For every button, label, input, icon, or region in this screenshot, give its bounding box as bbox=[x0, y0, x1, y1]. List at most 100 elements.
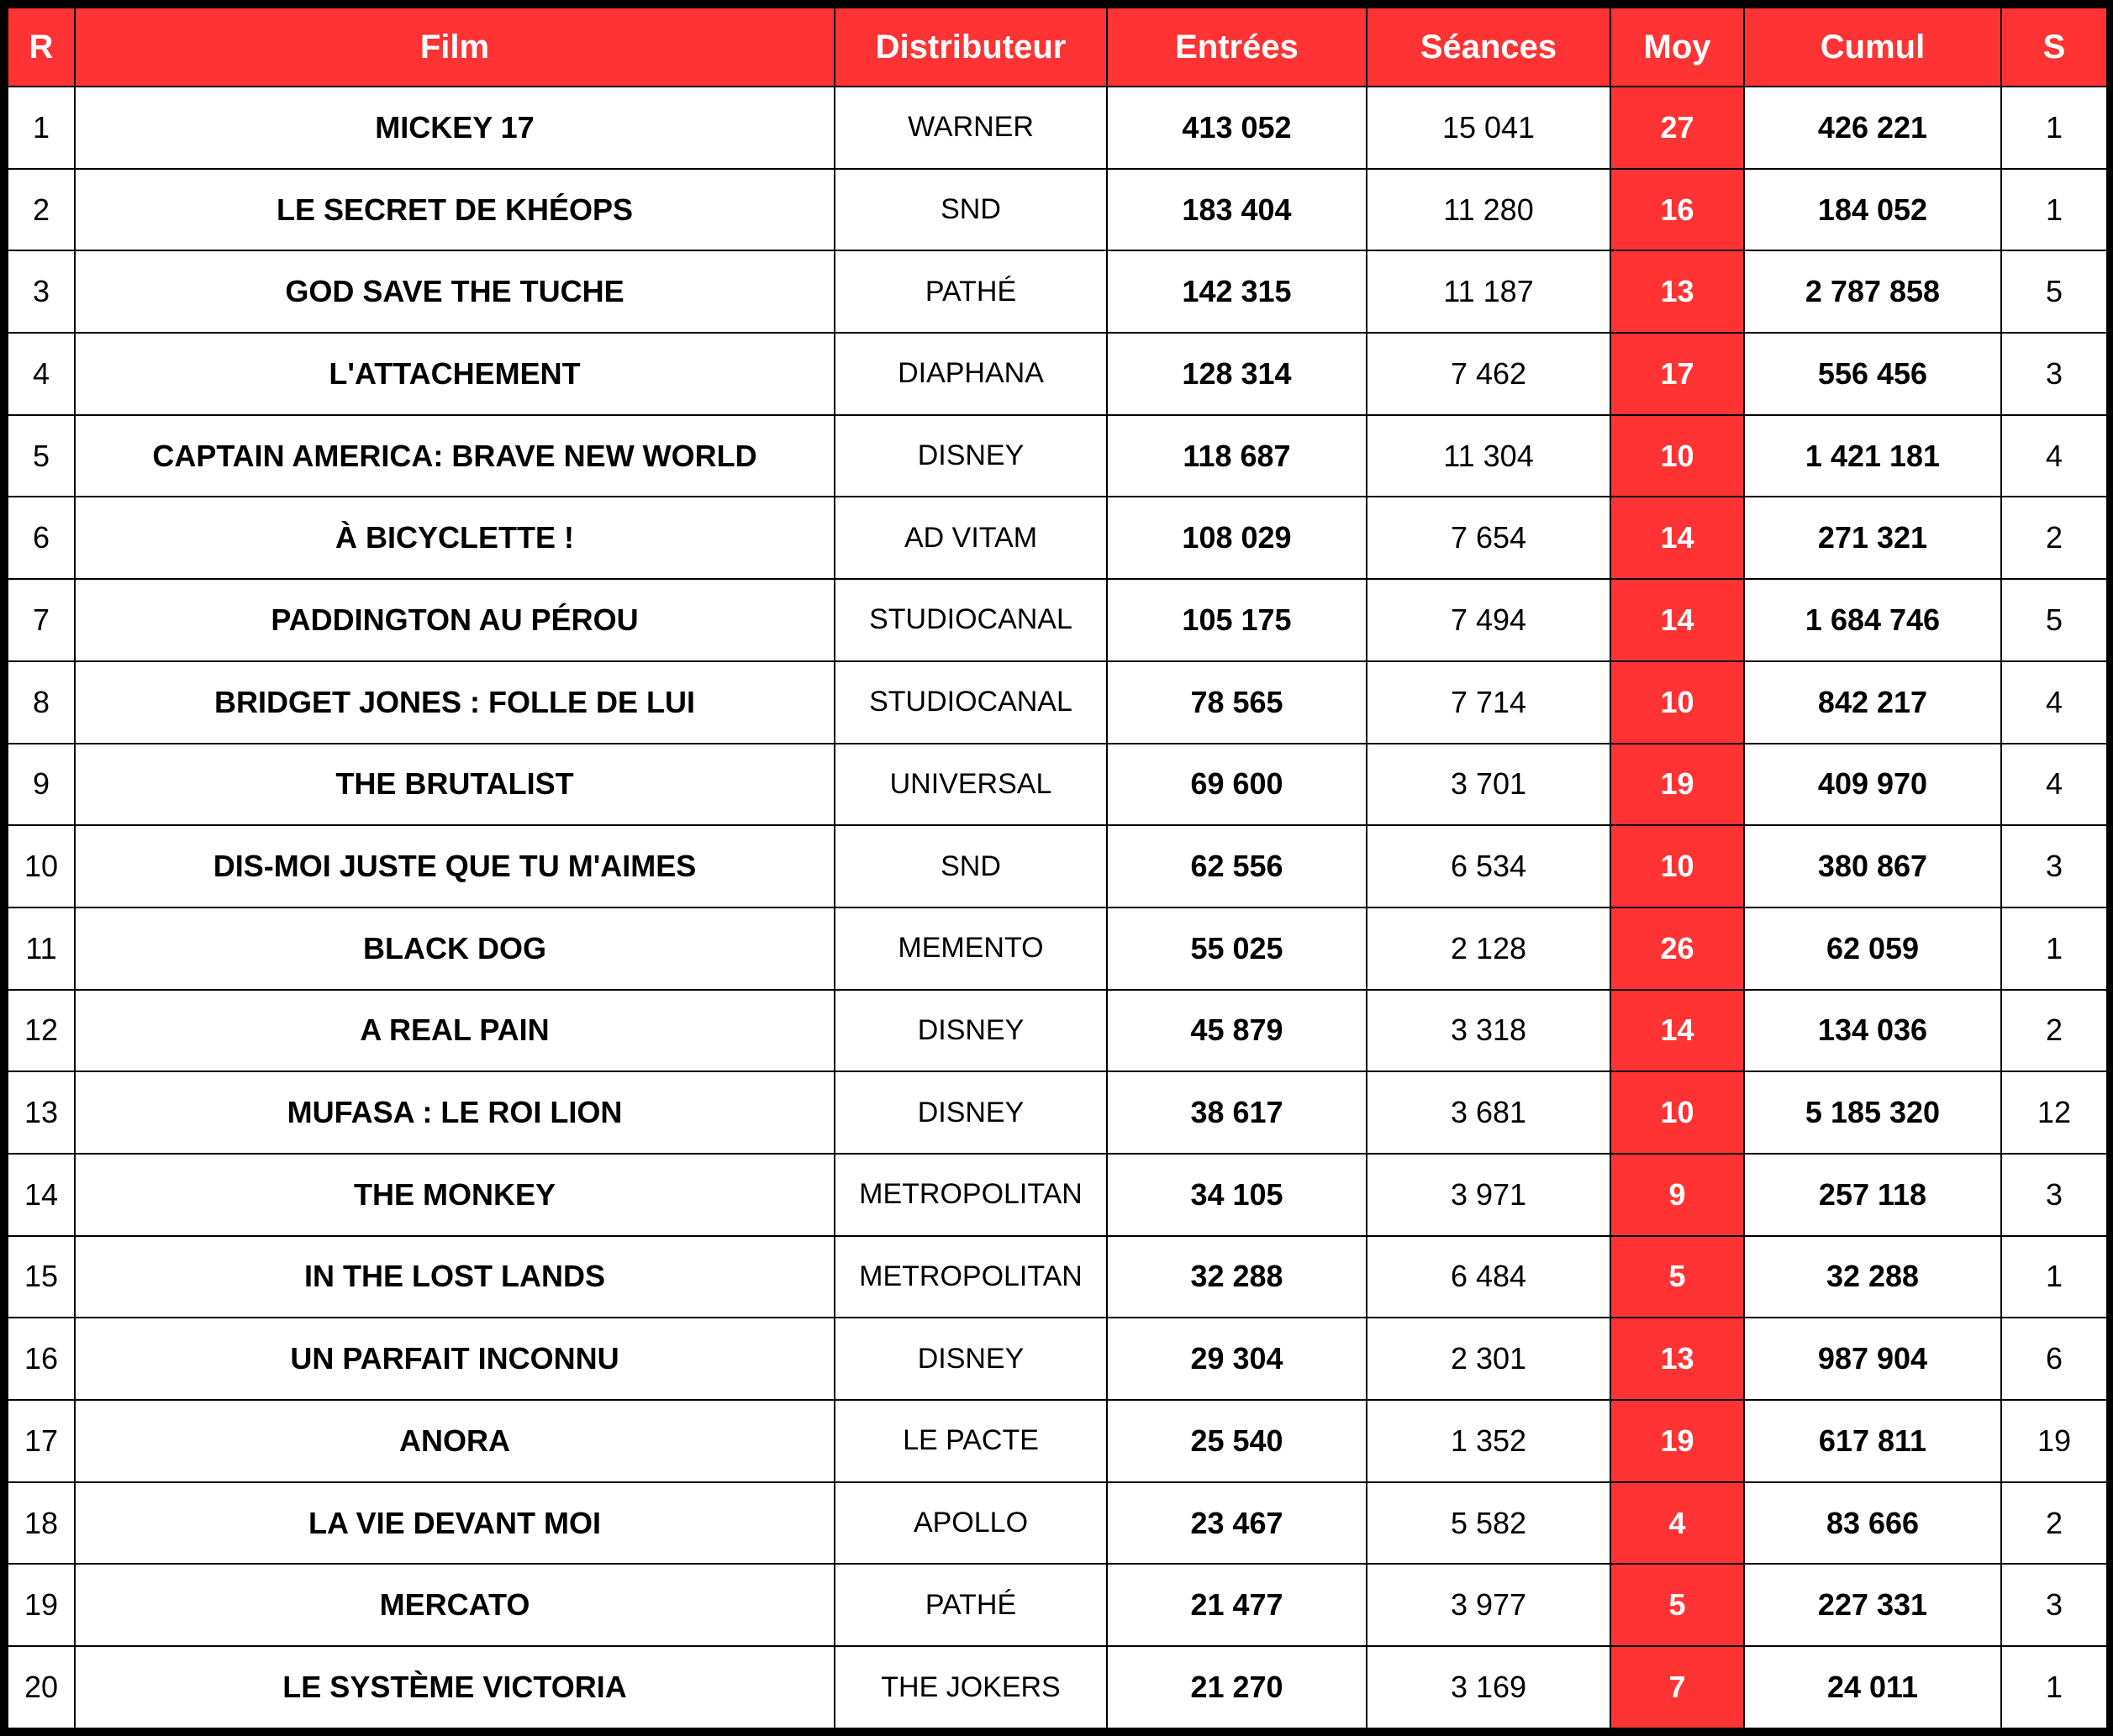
table-row: 7 PADDINGTON AU PÉROU STUDIOCANAL 105 175 7 … bbox=[7, 578, 2108, 662]
admissions-cell: 21 270 bbox=[1106, 1645, 1367, 1729]
screenings-cell: 1 352 bbox=[1366, 1399, 1611, 1483]
week-cell: 3 bbox=[2000, 1152, 2108, 1237]
screenings-cell: 7 462 bbox=[1366, 332, 1611, 416]
header-cell: Distributeur bbox=[834, 7, 1108, 87]
rank-cell: 4 bbox=[7, 332, 76, 416]
screenings-cell: 11 187 bbox=[1366, 250, 1611, 334]
average-cell: 16 bbox=[1610, 167, 1745, 252]
screenings-cell: 11 280 bbox=[1366, 167, 1611, 252]
rank-cell: 18 bbox=[7, 1481, 76, 1565]
film-cell: LE SYSTÈME VICTORIA bbox=[74, 1645, 835, 1729]
average-cell: 19 bbox=[1610, 742, 1745, 827]
table-row: 12 A REAL PAIN DISNEY 45 879 3 318 14 134 036 2 bbox=[7, 988, 2108, 1073]
header-cell: Entrées bbox=[1106, 7, 1367, 87]
distributor-cell: SND bbox=[834, 824, 1108, 908]
screenings-cell: 2 301 bbox=[1366, 1317, 1611, 1401]
average-cell: 13 bbox=[1610, 250, 1745, 334]
admissions-cell: 34 105 bbox=[1106, 1152, 1367, 1237]
film-cell: MERCATO bbox=[74, 1563, 835, 1648]
rank-cell: 5 bbox=[7, 413, 76, 498]
distributor-cell: METROPOLITAN bbox=[834, 1152, 1108, 1237]
admissions-cell: 413 052 bbox=[1106, 86, 1367, 170]
table-row: 3 GOD SAVE THE TUCHE PATHÉ 142 315 11 187 13 2… bbox=[7, 250, 2108, 334]
film-cell: LE SECRET DE KHÉOPS bbox=[74, 167, 835, 252]
average-cell: 14 bbox=[1610, 988, 1745, 1073]
week-cell: 5 bbox=[2000, 578, 2108, 662]
distributor-cell: METROPOLITAN bbox=[834, 1234, 1108, 1319]
table-row: 20 LE SYSTÈME VICTORIA THE JOKERS 21 270 3 1… bbox=[7, 1645, 2108, 1729]
week-cell: 3 bbox=[2000, 1563, 2108, 1648]
rank-cell: 19 bbox=[7, 1563, 76, 1648]
film-cell: CAPTAIN AMERICA: BRAVE NEW WORLD bbox=[74, 413, 835, 498]
average-cell: 14 bbox=[1610, 578, 1745, 662]
film-cell: A REAL PAIN bbox=[74, 988, 835, 1073]
cumulative-cell: 62 059 bbox=[1743, 906, 2002, 991]
cumulative-cell: 83 666 bbox=[1743, 1481, 2002, 1565]
distributor-cell: DISNEY bbox=[834, 413, 1108, 498]
admissions-cell: 118 687 bbox=[1106, 413, 1367, 498]
header-cell: Moy bbox=[1610, 7, 1745, 87]
cumulative-cell: 257 118 bbox=[1743, 1152, 2002, 1237]
average-cell: 5 bbox=[1610, 1563, 1745, 1648]
admissions-cell: 45 879 bbox=[1106, 988, 1367, 1073]
box-office-table: R Film Distributeur Entrées Séances Moy Cumul S… bbox=[7, 7, 2108, 1729]
distributor-cell: AD VITAM bbox=[834, 496, 1108, 581]
film-cell: THE BRUTALIST bbox=[74, 742, 835, 827]
distributor-cell: THE JOKERS bbox=[834, 1645, 1108, 1729]
screenings-cell: 3 971 bbox=[1366, 1152, 1611, 1237]
screenings-cell: 3 681 bbox=[1366, 1071, 1611, 1155]
week-cell: 6 bbox=[2000, 1317, 2108, 1401]
admissions-cell: 62 556 bbox=[1106, 824, 1367, 908]
admissions-cell: 183 404 bbox=[1106, 167, 1367, 252]
admissions-cell: 78 565 bbox=[1106, 660, 1367, 744]
rank-cell: 11 bbox=[7, 906, 76, 991]
admissions-cell: 55 025 bbox=[1106, 906, 1367, 991]
cumulative-cell: 5 185 320 bbox=[1743, 1071, 2002, 1155]
rank-cell: 14 bbox=[7, 1152, 76, 1237]
week-cell: 4 bbox=[2000, 742, 2108, 827]
cumulative-cell: 1 684 746 bbox=[1743, 578, 2002, 662]
screenings-cell: 6 534 bbox=[1366, 824, 1611, 908]
film-cell: LA VIE DEVANT MOI bbox=[74, 1481, 835, 1565]
table-row: 15 IN THE LOST LANDS METROPOLITAN 32 288 6 4… bbox=[7, 1234, 2108, 1319]
screenings-cell: 6 484 bbox=[1366, 1234, 1611, 1319]
average-cell: 7 bbox=[1610, 1645, 1745, 1729]
cumulative-cell: 987 904 bbox=[1743, 1317, 2002, 1401]
screenings-cell: 7 654 bbox=[1366, 496, 1611, 581]
admissions-cell: 25 540 bbox=[1106, 1399, 1367, 1483]
average-cell: 26 bbox=[1610, 906, 1745, 991]
cumulative-cell: 184 052 bbox=[1743, 167, 2002, 252]
week-cell: 2 bbox=[2000, 1481, 2108, 1565]
screenings-cell: 7 714 bbox=[1366, 660, 1611, 744]
header-cell: R bbox=[7, 7, 76, 87]
cumulative-cell: 227 331 bbox=[1743, 1563, 2002, 1648]
distributor-cell: STUDIOCANAL bbox=[834, 660, 1108, 744]
week-cell: 3 bbox=[2000, 332, 2108, 416]
average-cell: 10 bbox=[1610, 824, 1745, 908]
table-row: 11 BLACK DOG MEMENTO 55 025 2 128 26 62 059 1 bbox=[7, 906, 2108, 991]
table-row: 4 L'ATTACHEMENT DIAPHANA 128 314 7 462 17 556 … bbox=[7, 332, 2108, 416]
week-cell: 1 bbox=[2000, 167, 2108, 252]
film-cell: THE MONKEY bbox=[74, 1152, 835, 1237]
rank-cell: 20 bbox=[7, 1645, 76, 1729]
header-cell: Film bbox=[74, 7, 835, 87]
screenings-cell: 2 128 bbox=[1366, 906, 1611, 991]
distributor-cell: LE PACTE bbox=[834, 1399, 1108, 1483]
table-row: 18 LA VIE DEVANT MOI APOLLO 23 467 5 582 4 83 … bbox=[7, 1481, 2108, 1565]
week-cell: 2 bbox=[2000, 988, 2108, 1073]
week-cell: 1 bbox=[2000, 1234, 2108, 1319]
distributor-cell: PATHÉ bbox=[834, 1563, 1108, 1648]
average-cell: 14 bbox=[1610, 496, 1745, 581]
rank-cell: 7 bbox=[7, 578, 76, 662]
week-cell: 12 bbox=[2000, 1071, 2108, 1155]
distributor-cell: UNIVERSAL bbox=[834, 742, 1108, 827]
rank-cell: 12 bbox=[7, 988, 76, 1073]
table-row: 5 CAPTAIN AMERICA: BRAVE NEW WORLD DISNEY 1… bbox=[7, 413, 2108, 498]
film-cell: ANORA bbox=[74, 1399, 835, 1483]
admissions-cell: 69 600 bbox=[1106, 742, 1367, 827]
cumulative-cell: 32 288 bbox=[1743, 1234, 2002, 1319]
header-cell: S bbox=[2000, 7, 2108, 87]
admissions-cell: 21 477 bbox=[1106, 1563, 1367, 1648]
